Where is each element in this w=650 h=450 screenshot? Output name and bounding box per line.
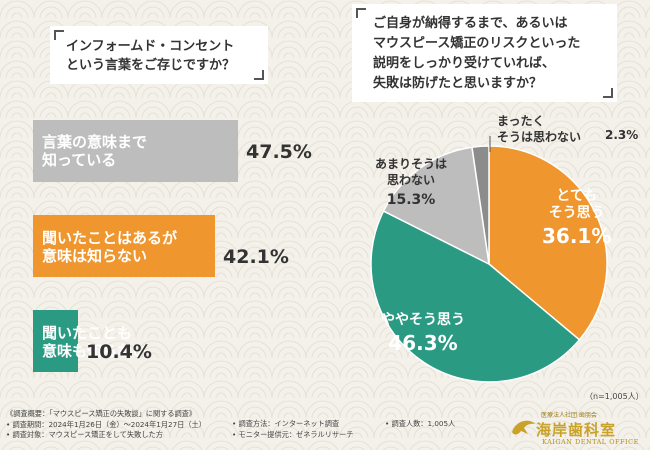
- right-question-line2: マウスピース矯正のリスクといった: [373, 36, 581, 51]
- bar-label-1-line2: 意味は知らない: [42, 247, 148, 265]
- bar-label-0-line2: 知っている: [42, 151, 117, 169]
- bar-label-2-line2: 意味も知らない: [42, 342, 148, 360]
- bar-pct-1: 42.1%: [223, 246, 289, 268]
- pie-slice-very: [488, 145, 608, 341]
- right-question-line1: ご自身が納得するまで、あるいは: [373, 16, 568, 31]
- bar-label-2-line1: 聞いたことも: [42, 324, 133, 342]
- pie-label-very: とても そう思う 36.1%: [542, 188, 612, 248]
- footer-col3: • 調査人数：1,005人: [385, 419, 455, 430]
- pie-label-very-line1: とても: [556, 188, 598, 204]
- footer-monitor-provider: • モニター提供元：ゼネラルリサーチ: [232, 429, 354, 439]
- left-question-line1: インフォームド・コンセント: [66, 39, 235, 54]
- footer-col1: 《調査概要：「マウスピース矯正の失敗談」に関する調査》 • 調査期間：2024年…: [6, 409, 206, 441]
- footer-survey-title: 《調査概要：「マウスピース矯正の失敗談」に関する調査》: [6, 409, 197, 418]
- pie-label-not-much: あまりそうは 思わない 15.3%: [375, 156, 447, 208]
- pie-label-not-much-pct: 15.3%: [386, 192, 436, 208]
- bar-label-1: 聞いたことはあるが 意味は知らない: [42, 229, 177, 265]
- logo-clinic-name: 海岸歯科室: [536, 421, 617, 439]
- pie-label-not-much-line2: 思わない: [387, 173, 436, 187]
- pie-label-not-at-all-pct: 2.3%: [605, 128, 639, 142]
- pie-label-somewhat-pct: 46.3%: [388, 331, 458, 355]
- footer-survey-period: • 調査期間：2024年1月26日（金）〜2024年1月27日（土）: [6, 419, 206, 429]
- pie-label-very-pct: 36.1%: [542, 224, 612, 248]
- bar-label-1-line1: 聞いたことはあるが: [42, 229, 178, 247]
- pie-label-not-at-all-line1: まったく: [497, 114, 545, 128]
- bar-2: [33, 310, 78, 372]
- footer-survey-method: • 調査方法：インターネット調査: [232, 419, 340, 428]
- pie-label-very-line2: そう思う: [548, 205, 605, 221]
- pie-slice-somewhat: [370, 210, 581, 383]
- bar-label-0-line1: 言葉の意味まで: [42, 133, 148, 151]
- left-question-box: [50, 26, 268, 84]
- bar-1: [33, 215, 215, 277]
- left-question-line2: という言葉をご存じですか？: [66, 58, 236, 73]
- pie-slice-not-at-all: [471, 145, 490, 265]
- pie-slice-not-much: [382, 146, 490, 266]
- footer-survey-target: • 調査対象：マウスピース矯正をして失敗した方: [6, 430, 163, 439]
- bar-0: [33, 120, 238, 182]
- pie-label-not-at-all-line2: そうは思わない: [497, 130, 582, 144]
- bar-label-2: 聞いたことも 意味も知らない: [42, 324, 147, 360]
- logo-english-name: KAIGAN DENTAL OFFICE: [542, 438, 639, 446]
- pie-label-not-much-line1: あまりそうは: [375, 157, 448, 171]
- footer-survey-count: • 調査人数：1,005人: [385, 419, 456, 428]
- dolphin-icon: [512, 420, 535, 435]
- pie-label-somewhat-line1: ややそう思う: [381, 312, 465, 328]
- bar-pct-0: 47.5%: [246, 141, 312, 163]
- bar-pct-2: 10.4%: [86, 341, 152, 363]
- sample-size-note: （n=1,005人）: [585, 392, 644, 401]
- bar-label-0: 言葉の意味まで 知っている: [42, 133, 147, 169]
- right-question-box: [352, 4, 617, 102]
- right-question-line3: 説明をしっかり受けていれば、: [373, 56, 556, 71]
- pie-label-somewhat: ややそう思う 46.3%: [381, 312, 465, 355]
- right-question-line4: 失敗は防げたと思いますか？: [373, 76, 543, 91]
- logo-corporation: 医療法人社団 歯朋会: [541, 412, 597, 419]
- pie-label-not-at-all: まったく そうは思わない: [497, 113, 581, 145]
- footer-col2: • 調査方法：インターネット調査 • モニター提供元：ゼネラルリサーチ: [232, 419, 354, 440]
